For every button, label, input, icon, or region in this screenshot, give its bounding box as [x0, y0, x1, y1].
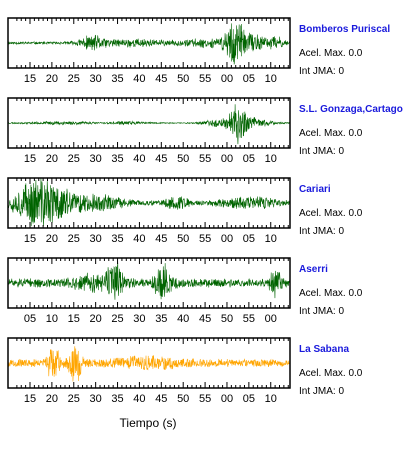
station-name: Cariari: [299, 184, 331, 195]
x-tick-label: 30: [90, 233, 102, 245]
station-name: Aserri: [299, 264, 328, 275]
panel-frame: [7, 337, 291, 389]
jma-intensity-text: Int JMA: 0: [299, 386, 344, 397]
x-tick-label: 40: [133, 73, 145, 85]
x-tick-label: 40: [133, 393, 145, 405]
panel-2: 15 20 25 30 35 40 45 50 55 00 05 10 Cariari Acel. Max…: [7, 177, 363, 245]
station-name: S.L. Gonzaga,Cartago: [299, 104, 403, 115]
x-tick-label: 45: [155, 393, 167, 405]
x-tick-label: 55: [243, 313, 255, 325]
x-tick-label: 55: [199, 393, 211, 405]
waveform-line: [8, 23, 290, 65]
x-tick-label: 50: [177, 233, 189, 245]
jma-intensity-text: Int JMA: 0: [299, 306, 344, 317]
x-tick-label: 10: [265, 73, 277, 85]
panel-0: 15 20 25 30 35 40 45 50 55 00 05 10 Bomberos Purisca…: [7, 17, 390, 85]
x-tick-label: 40: [133, 153, 145, 165]
x-tick-label: 55: [199, 153, 211, 165]
jma-intensity-text: Int JMA: 0: [299, 146, 344, 157]
station-name: Bomberos Puriscal: [299, 24, 390, 35]
x-tick-label: 15: [24, 233, 36, 245]
panel-frame: [7, 17, 291, 69]
x-tick-label: 35: [111, 73, 123, 85]
x-tick-label: 50: [177, 393, 189, 405]
x-tick-label: 10: [265, 153, 277, 165]
x-tick-label: 05: [243, 233, 255, 245]
jma-intensity-text: Int JMA: 0: [299, 66, 344, 77]
x-tick-label: 10: [265, 393, 277, 405]
x-tick-label: 15: [24, 73, 36, 85]
x-tick-label: 50: [177, 153, 189, 165]
x-tick-label: 20: [46, 73, 58, 85]
station-name: La Sabana: [299, 344, 349, 355]
waveform-line: [8, 262, 290, 300]
x-tick-label: 45: [155, 73, 167, 85]
panel-1: 15 20 25 30 35 40 45 50 55 00 05 10 S.L. Gonzaga,Car…: [7, 97, 403, 165]
x-tick-label: 00: [221, 73, 233, 85]
accel-max-text: Acel. Max. 0.0: [299, 288, 363, 299]
accel-max-text: Acel. Max. 0.0: [299, 128, 363, 139]
x-tick-label: 45: [199, 313, 211, 325]
x-tick-label: 10: [46, 313, 58, 325]
x-tick-label: 15: [68, 313, 80, 325]
x-tick-label: 00: [221, 233, 233, 245]
x-tick-label: 15: [24, 393, 36, 405]
x-tick-label: 30: [90, 73, 102, 85]
x-tick-label: 20: [46, 393, 58, 405]
accel-max-text: Acel. Max. 0.0: [299, 208, 363, 219]
x-tick-label: 20: [46, 233, 58, 245]
x-tick-label: 25: [68, 73, 80, 85]
x-tick-label: 05: [243, 393, 255, 405]
panel-frame: [7, 257, 291, 309]
panel-frame: [7, 97, 291, 149]
waveform-line: [8, 346, 290, 382]
x-tick-label: 25: [111, 313, 123, 325]
x-tick-label: 15: [24, 153, 36, 165]
x-tick-label: 25: [68, 153, 80, 165]
panel-3: 05 10 15 20 25 30 35 40 45 50 55 00 Aserri Acel. Max.…: [7, 257, 363, 325]
accel-max-text: Acel. Max. 0.0: [299, 368, 363, 379]
panels-group: 15 20 25 30 35 40 45 50 55 00 05 10 Bomberos Purisca…: [7, 17, 403, 405]
x-tick-label: 35: [111, 153, 123, 165]
x-tick-label: 55: [199, 233, 211, 245]
x-tick-label: 30: [133, 313, 145, 325]
x-tick-label: 05: [243, 153, 255, 165]
x-tick-label: 00: [221, 153, 233, 165]
x-tick-label: 40: [177, 313, 189, 325]
panel-frame: [7, 177, 291, 229]
x-tick-label: 20: [90, 313, 102, 325]
waveform-line: [8, 104, 290, 145]
x-tick-label: 30: [90, 153, 102, 165]
x-tick-label: 05: [243, 73, 255, 85]
x-tick-label: 00: [265, 313, 277, 325]
x-tick-label: 40: [133, 233, 145, 245]
x-tick-label: 05: [24, 313, 36, 325]
waveform-line: [8, 178, 290, 227]
x-tick-label: 50: [221, 313, 233, 325]
x-tick-label: 45: [155, 153, 167, 165]
x-tick-label: 20: [46, 153, 58, 165]
x-tick-label: 50: [177, 73, 189, 85]
x-tick-label: 30: [90, 393, 102, 405]
jma-intensity-text: Int JMA: 0: [299, 226, 344, 237]
x-tick-label: 35: [155, 313, 167, 325]
x-tick-label: 35: [111, 233, 123, 245]
x-tick-label: 45: [155, 233, 167, 245]
x-tick-label: 25: [68, 393, 80, 405]
x-tick-label: 25: [68, 233, 80, 245]
x-tick-label: 10: [265, 233, 277, 245]
panel-4: 15 20 25 30 35 40 45 50 55 00 05 10 La Sabana Acel. M…: [7, 337, 363, 405]
x-tick-label: 55: [199, 73, 211, 85]
x-tick-label: 35: [111, 393, 123, 405]
x-tick-label: 00: [221, 393, 233, 405]
accel-max-text: Acel. Max. 0.0: [299, 48, 363, 59]
x-axis-label: Tiempo (s): [120, 416, 177, 430]
